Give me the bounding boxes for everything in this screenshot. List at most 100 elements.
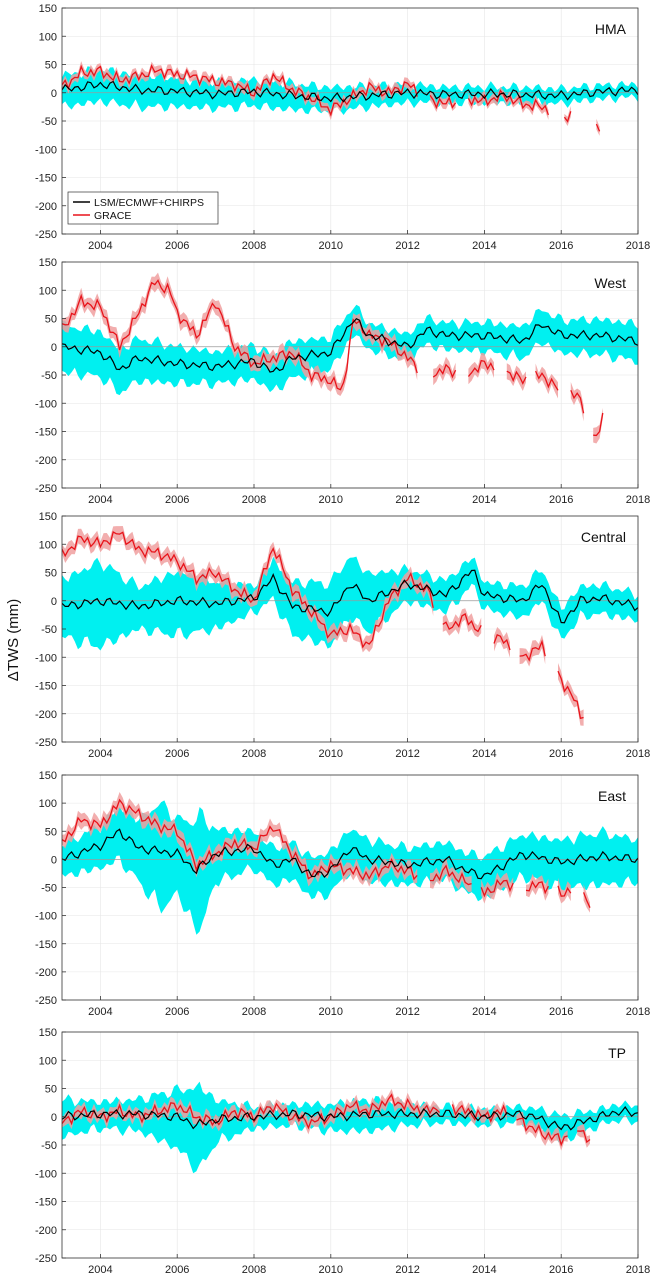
y-tick-label: -200	[35, 709, 57, 721]
y-tick-label: -250	[35, 483, 57, 495]
x-tick-label: 2004	[88, 1006, 112, 1018]
grace-series-line	[570, 389, 585, 414]
x-tick-label: 2010	[319, 494, 343, 506]
y-tick-label: -150	[35, 427, 57, 439]
panel-title-east: East	[598, 788, 626, 804]
grace-series-line	[557, 885, 572, 897]
y-tick-label: -100	[35, 652, 57, 664]
grace-uncertainty-band	[442, 608, 482, 638]
y-tick-label: 0	[51, 854, 57, 866]
x-tick-label: 2006	[165, 1006, 189, 1018]
x-tick-label: 2012	[395, 240, 419, 252]
grace-series-line	[563, 111, 572, 123]
x-tick-label: 2012	[395, 494, 419, 506]
grace-series-line	[62, 798, 418, 881]
y-tick-label: -50	[41, 883, 57, 895]
x-tick-label: 2008	[242, 748, 266, 760]
x-tick-label: 2014	[472, 1264, 496, 1276]
plot-area	[62, 526, 638, 726]
plot-area	[62, 272, 638, 444]
x-tick-label: 2014	[472, 494, 496, 506]
x-tick-label: 2016	[549, 1264, 573, 1276]
grace-uncertainty-band	[62, 792, 418, 887]
grace-uncertainty-band	[468, 86, 549, 120]
y-tick-label: -200	[35, 967, 57, 979]
x-tick-label: 2004	[88, 240, 112, 252]
y-tick-label: -250	[35, 229, 57, 241]
x-tick-label: 2012	[395, 1006, 419, 1018]
grace-series-line	[525, 880, 549, 895]
y-tick-label: -100	[35, 1168, 57, 1180]
x-tick-label: 2004	[88, 748, 112, 760]
model-series-line	[62, 317, 638, 373]
grace-uncertainty-band	[558, 877, 571, 904]
legend-label: GRACE	[94, 210, 131, 222]
panel-title-hma: HMA	[595, 21, 627, 37]
y-tick-label: 50	[45, 1084, 57, 1096]
grace-series-line	[557, 670, 584, 720]
y-tick-label: 100	[39, 1055, 57, 1067]
chart-panel-west: 150 100 50 0 -50 -100 -150 -200 -250 2004 2006 2008…	[35, 257, 650, 506]
grace-series-line	[582, 892, 591, 908]
x-tick-label: 2010	[319, 1006, 343, 1018]
y-tick-label: -200	[35, 455, 57, 467]
x-tick-label: 2016	[549, 1006, 573, 1018]
y-tick-label: -150	[35, 681, 57, 693]
y-tick-label: -250	[35, 995, 57, 1007]
y-tick-label: 50	[45, 826, 57, 838]
model-series-line	[62, 1105, 638, 1131]
x-tick-label: 2006	[165, 240, 189, 252]
y-tick-label: -100	[35, 144, 57, 156]
x-tick-label: 2008	[242, 494, 266, 506]
grace-series-line	[442, 613, 482, 633]
grace-series-line	[577, 1129, 591, 1144]
plot-area	[62, 1081, 638, 1174]
grace-series-line	[593, 412, 604, 437]
x-tick-label: 2012	[395, 748, 419, 760]
y-tick-label: 150	[39, 770, 57, 782]
x-tick-label: 2008	[242, 1006, 266, 1018]
grace-series-line	[595, 123, 601, 132]
x-tick-label: 2014	[472, 1006, 496, 1018]
y-tick-label: 100	[39, 798, 57, 810]
x-tick-label: 2012	[395, 1264, 419, 1276]
y-tick-label: 100	[39, 539, 57, 551]
x-tick-label: 2010	[319, 1264, 343, 1276]
y-tick-label: -150	[35, 1197, 57, 1209]
x-tick-label: 2016	[549, 240, 573, 252]
y-tick-label: -150	[35, 939, 57, 951]
y-tick-label: 0	[51, 88, 57, 100]
grace-series-line	[480, 878, 514, 898]
grace-series-line	[62, 279, 418, 391]
y-tick-label: 100	[39, 31, 57, 43]
grace-uncertainty-band	[468, 352, 494, 385]
y-tick-label: 0	[51, 596, 57, 608]
x-tick-label: 2010	[319, 748, 343, 760]
y-tick-label: 150	[39, 511, 57, 523]
grace-series-line	[429, 864, 472, 886]
grace-uncertainty-band	[570, 382, 584, 422]
x-tick-label: 2016	[549, 494, 573, 506]
y-tick-label: 100	[39, 285, 57, 297]
ensemble-spread-band	[62, 556, 638, 651]
grace-series-line	[451, 1104, 508, 1123]
y-tick-label: -50	[41, 1140, 57, 1152]
x-tick-label: 2016	[549, 748, 573, 760]
chart-panel-central: 150 100 50 0 -50 -100 -150 -200 -250 2004 2006 2008…	[35, 511, 650, 760]
model-series-line	[62, 569, 638, 624]
x-tick-label: 2018	[626, 494, 650, 506]
legend-box	[67, 191, 219, 225]
y-tick-label: 0	[51, 1112, 57, 1124]
y-tick-label: -50	[41, 370, 57, 382]
plot-area	[62, 792, 638, 935]
chart-panel-tp: 150 100 50 0 -50 -100 -150 -200 -250 2004 2006 2008…	[35, 1027, 650, 1276]
x-tick-label: 2008	[242, 240, 266, 252]
x-tick-label: 2006	[165, 748, 189, 760]
x-tick-label: 2018	[626, 748, 650, 760]
y-tick-label: -200	[35, 1225, 57, 1237]
x-tick-label: 2018	[626, 1264, 650, 1276]
model-series-line	[62, 80, 638, 103]
grace-uncertainty-band	[516, 1111, 568, 1151]
y-tick-label: -250	[35, 737, 57, 749]
